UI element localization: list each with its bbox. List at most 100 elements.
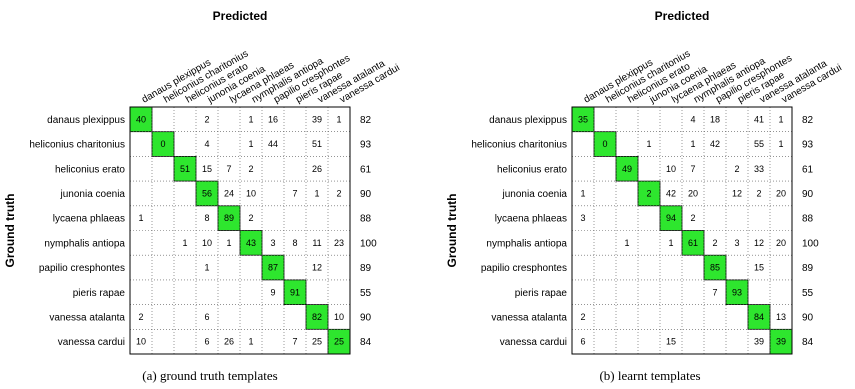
diagonal-cell-value: 61 — [688, 238, 698, 248]
diagonal-cell-value: 56 — [202, 188, 212, 198]
row-label: lycaena phlaeas — [495, 214, 567, 225]
diagonal-cell-value: 94 — [666, 213, 676, 223]
cell-value: 3 — [734, 238, 739, 248]
cell-value: 25 — [312, 337, 322, 347]
row-total: 55 — [360, 288, 372, 299]
panel-caption: (a) ground truth templates — [142, 368, 277, 383]
diagonal-cell — [195, 180, 219, 207]
row-label: nymphalis antiopa — [44, 238, 125, 249]
cell-value: 2 — [690, 213, 695, 223]
row-total: 61 — [802, 164, 814, 175]
cell-value: 4 — [690, 114, 695, 124]
cell-value: 2 — [204, 114, 209, 124]
cell-value: 1 — [336, 114, 341, 124]
diagonal-cell-value: 49 — [622, 164, 632, 174]
row-label: heliconius erato — [497, 164, 567, 175]
row-label: danaus plexippus — [47, 115, 125, 126]
cell-value: 1 — [248, 114, 253, 124]
row-label: heliconius erato — [55, 164, 125, 175]
cell-value: 12 — [312, 263, 322, 273]
diagonal-cell-value: 0 — [160, 139, 165, 149]
cell-value: 6 — [204, 337, 209, 347]
cell-value: 8 — [204, 213, 209, 223]
cell-value: 3 — [580, 213, 585, 223]
row-total: 89 — [802, 263, 814, 274]
predicted-header: Predicted — [213, 9, 268, 23]
cell-value: 10 — [666, 164, 676, 174]
cell-value: 20 — [688, 188, 698, 198]
diagonal-cell-value: 93 — [732, 287, 742, 297]
cell-value: 1 — [778, 139, 783, 149]
cell-value: 20 — [776, 188, 786, 198]
row-total: 61 — [360, 164, 372, 175]
cell-value: 39 — [754, 337, 764, 347]
row-label: pieris rapae — [73, 288, 126, 299]
cell-value: 55 — [754, 139, 764, 149]
diagonal-cell-value: 25 — [334, 337, 344, 347]
diagonal-cell-value: 89 — [224, 213, 234, 223]
row-total: 90 — [802, 312, 814, 323]
diagonal-cell-value: 40 — [136, 114, 146, 124]
cell-value: 15 — [754, 263, 764, 273]
diagonal-cell-value: 84 — [754, 312, 764, 322]
cell-value: 10 — [136, 337, 146, 347]
cell-value: 2 — [756, 188, 761, 198]
diagonal-cell-value: 43 — [246, 238, 256, 248]
cell-value: 7 — [292, 188, 297, 198]
row-label: danaus plexippus — [489, 115, 567, 126]
cell-value: 20 — [776, 238, 786, 248]
cell-value: 1 — [248, 337, 253, 347]
matrix-border — [129, 106, 351, 355]
cell-value: 10 — [334, 312, 344, 322]
row-total: 88 — [802, 214, 814, 225]
cell-value: 3 — [270, 238, 275, 248]
cell-value: 2 — [336, 188, 341, 198]
cell-value: 12 — [732, 188, 742, 198]
cell-value: 44 — [268, 139, 278, 149]
row-label: vanessa cardui — [58, 337, 125, 348]
confusion-matrix-panel-a: Predicted Ground truth danaus plexippus hel… — [3, 9, 402, 383]
row-total: 90 — [360, 312, 372, 323]
diagonal-cell-value: 51 — [180, 164, 190, 174]
cell-value: 13 — [776, 312, 786, 322]
cell-value: 42 — [666, 188, 676, 198]
row-total: 84 — [802, 337, 814, 348]
cell-value: 1 — [690, 139, 695, 149]
cell-value: 39 — [312, 114, 322, 124]
row-total: 84 — [360, 337, 372, 348]
cell-value: 6 — [204, 312, 209, 322]
diagonal-cell-value: 39 — [776, 337, 786, 347]
row-total: 55 — [802, 288, 814, 299]
cell-value: 42 — [710, 139, 720, 149]
diagonal-cell-value: 85 — [710, 263, 720, 273]
cell-value: 1 — [226, 238, 231, 248]
cell-value: 15 — [666, 337, 676, 347]
cell-value: 16 — [268, 114, 278, 124]
cell-value: 10 — [246, 188, 256, 198]
confusion-matrix-panel-b: Predicted Ground truth danaus plexippus hel… — [445, 9, 844, 383]
cell-value: 2 — [138, 312, 143, 322]
predicted-header: Predicted — [655, 9, 710, 23]
row-total: 90 — [360, 189, 372, 200]
row-total: 93 — [360, 140, 372, 151]
diagonal-cell-value: 91 — [290, 287, 300, 297]
row-label: pieris rapae — [515, 288, 568, 299]
cell-value: 1 — [138, 213, 143, 223]
diagonal-cell-value: 87 — [268, 263, 278, 273]
cell-value: 24 — [224, 188, 234, 198]
row-label: vanessa atalanta — [491, 312, 567, 323]
cell-value: 11 — [312, 238, 321, 248]
cell-value: 2 — [248, 213, 253, 223]
cell-value: 1 — [182, 238, 187, 248]
cell-value: 2 — [248, 164, 253, 174]
diagonal-cell-value: 0 — [602, 139, 607, 149]
cell-value: 2 — [580, 312, 585, 322]
row-total: 82 — [802, 115, 814, 126]
row-total: 100 — [360, 238, 377, 249]
cell-value: 1 — [778, 114, 783, 124]
cell-value: 10 — [202, 238, 212, 248]
diagonal-cell — [261, 254, 285, 281]
panel-caption: (b) learnt templates — [599, 368, 700, 383]
cell-value: 23 — [334, 238, 344, 248]
diagonal-cell-value: 82 — [312, 312, 322, 322]
